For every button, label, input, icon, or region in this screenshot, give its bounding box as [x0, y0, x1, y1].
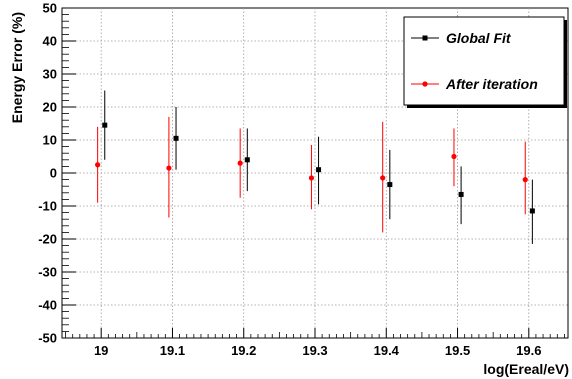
y-tick-label: -10: [38, 199, 57, 214]
legend-shadow-bottom: [407, 105, 567, 108]
y-tick-label: 10: [43, 133, 57, 148]
data-point: [173, 135, 179, 141]
y-tick-label: -20: [38, 232, 57, 247]
y-tick-label: 0: [50, 166, 57, 181]
y-tick-label: -30: [38, 265, 57, 280]
data-point: [451, 153, 457, 160]
y-tick-label: -40: [38, 298, 57, 313]
x-tick-label: 19.1: [160, 343, 185, 358]
series-global-fit: [102, 90, 535, 244]
x-tick-label: 19.3: [302, 343, 327, 358]
x-tick-label: 19.5: [445, 343, 470, 358]
y-tick-label: -50: [38, 331, 57, 346]
data-point: [529, 208, 535, 214]
data-point: [387, 182, 393, 188]
data-point: [102, 122, 108, 128]
legend: Global Fit After iteration: [403, 16, 567, 108]
legend-after-iteration-label: After iteration: [445, 76, 538, 92]
y-axis-title: Energy Error (%): [9, 12, 25, 123]
x-axis-title: log(Ereal/eV): [483, 361, 569, 377]
x-tick-label: 19.2: [231, 343, 256, 358]
data-point: [522, 177, 528, 183]
legend-box: [403, 16, 565, 106]
data-point: [166, 165, 172, 171]
x-tick-label: 19: [94, 343, 108, 358]
series-after-iteration: [95, 116, 528, 233]
legend-after-iteration-marker: [422, 81, 428, 87]
legend-global-fit-label: Global Fit: [446, 30, 512, 46]
y-tick-label: 20: [43, 100, 57, 115]
x-tick-label: 19.6: [516, 343, 541, 358]
tick-labels: 19 19.1 19.2 19.3 19.4 19.5 19.6 -50 -40 -30 -20 -1…: [38, 1, 541, 359]
grid: [62, 8, 568, 338]
axis-ticks: [62, 7, 565, 339]
y-tick-label: 40: [43, 34, 57, 49]
data-point: [237, 160, 243, 166]
data-point: [316, 167, 322, 173]
x-tick-label: 19.4: [374, 343, 400, 358]
data-point: [244, 157, 250, 163]
data-point: [380, 175, 386, 181]
y-tick-label: 50: [43, 1, 57, 16]
data-point: [95, 162, 101, 168]
y-tick-label: 30: [43, 67, 57, 82]
data-point: [458, 191, 464, 197]
data-point: [308, 175, 315, 181]
series-layer: [95, 90, 535, 244]
legend-global-fit-marker: [422, 35, 428, 41]
legend-shadow-right: [564, 20, 567, 108]
